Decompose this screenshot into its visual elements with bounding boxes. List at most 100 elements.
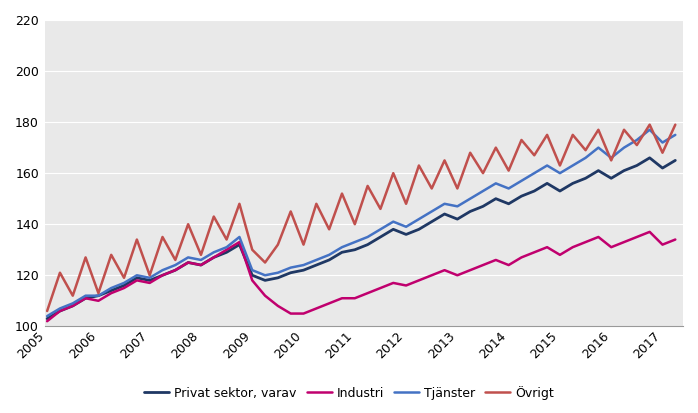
- Övrigt: [530, 153, 538, 158]
- Övrigt: [491, 145, 500, 150]
- Övrigt: [43, 309, 52, 313]
- Privat sektor, varav: [453, 217, 461, 222]
- Privat sektor, varav: [274, 275, 282, 280]
- Tjänster: [261, 273, 269, 278]
- Tjänster: [197, 257, 205, 262]
- Övrigt: [453, 186, 461, 191]
- Privat sektor, varav: [658, 166, 667, 171]
- Privat sektor, varav: [517, 194, 526, 199]
- Privat sektor, varav: [607, 176, 616, 181]
- Övrigt: [235, 201, 244, 206]
- Privat sektor, varav: [646, 155, 654, 160]
- Industri: [530, 250, 538, 255]
- Privat sektor, varav: [261, 278, 269, 283]
- Privat sektor, varav: [479, 204, 487, 209]
- Industri: [569, 245, 577, 250]
- Privat sektor, varav: [466, 209, 475, 214]
- Övrigt: [620, 127, 628, 132]
- Tjänster: [632, 138, 641, 142]
- Tjänster: [581, 155, 590, 160]
- Industri: [133, 278, 141, 283]
- Tjänster: [120, 280, 128, 285]
- Industri: [312, 306, 320, 311]
- Övrigt: [209, 214, 218, 219]
- Tjänster: [428, 209, 436, 214]
- Övrigt: [56, 270, 64, 275]
- Privat sektor, varav: [402, 232, 410, 237]
- Industri: [145, 280, 154, 285]
- Tjänster: [658, 140, 667, 145]
- Övrigt: [389, 171, 397, 176]
- Industri: [82, 296, 90, 301]
- Tjänster: [56, 306, 64, 311]
- Industri: [209, 255, 218, 260]
- Övrigt: [82, 255, 90, 260]
- Tjänster: [556, 171, 564, 176]
- Tjänster: [389, 219, 397, 224]
- Privat sektor, varav: [338, 250, 346, 255]
- Privat sektor, varav: [569, 181, 577, 186]
- Privat sektor, varav: [82, 296, 90, 301]
- Privat sektor, varav: [594, 168, 602, 173]
- Industri: [389, 280, 397, 285]
- Övrigt: [312, 201, 320, 206]
- Industri: [184, 260, 193, 265]
- Privat sektor, varav: [620, 168, 628, 173]
- Övrigt: [376, 206, 385, 211]
- Privat sektor, varav: [632, 163, 641, 168]
- Tjänster: [607, 155, 616, 160]
- Privat sektor, varav: [286, 270, 295, 275]
- Privat sektor, varav: [350, 247, 359, 252]
- Tjänster: [646, 127, 654, 132]
- Övrigt: [171, 257, 179, 262]
- Tjänster: [569, 163, 577, 168]
- Tjänster: [184, 255, 193, 260]
- Industri: [56, 309, 64, 313]
- Privat sektor, varav: [671, 158, 679, 163]
- Privat sektor, varav: [581, 176, 590, 181]
- Övrigt: [274, 242, 282, 247]
- Tjänster: [43, 313, 52, 318]
- Industri: [235, 240, 244, 244]
- Övrigt: [325, 227, 334, 232]
- Industri: [158, 273, 167, 278]
- Industri: [556, 252, 564, 257]
- Tjänster: [338, 245, 346, 250]
- Övrigt: [658, 150, 667, 155]
- Industri: [338, 296, 346, 301]
- Tjänster: [594, 145, 602, 150]
- Tjänster: [325, 252, 334, 257]
- Line: Övrigt: Övrigt: [47, 125, 675, 311]
- Tjänster: [671, 133, 679, 138]
- Industri: [594, 235, 602, 240]
- Privat sektor, varav: [428, 219, 436, 224]
- Övrigt: [68, 293, 77, 298]
- Tjänster: [479, 189, 487, 194]
- Privat sektor, varav: [389, 227, 397, 232]
- Industri: [607, 245, 616, 250]
- Tjänster: [286, 265, 295, 270]
- Tjänster: [543, 163, 551, 168]
- Övrigt: [415, 163, 423, 168]
- Privat sektor, varav: [235, 242, 244, 247]
- Tjänster: [350, 240, 359, 244]
- Legend: Privat sektor, varav, Industri, Tjänster, Övrigt: Privat sektor, varav, Industri, Tjänster…: [139, 381, 559, 405]
- Line: Tjänster: Tjänster: [47, 130, 675, 316]
- Övrigt: [286, 209, 295, 214]
- Privat sektor, varav: [376, 235, 385, 240]
- Industri: [171, 268, 179, 273]
- Industri: [197, 263, 205, 268]
- Övrigt: [632, 142, 641, 147]
- Tjänster: [82, 293, 90, 298]
- Övrigt: [184, 222, 193, 227]
- Privat sektor, varav: [171, 268, 179, 273]
- Privat sektor, varav: [197, 263, 205, 268]
- Tjänster: [235, 235, 244, 240]
- Industri: [364, 291, 372, 296]
- Privat sektor, varav: [68, 304, 77, 309]
- Övrigt: [158, 235, 167, 240]
- Industri: [658, 242, 667, 247]
- Industri: [402, 283, 410, 288]
- Privat sektor, varav: [56, 309, 64, 313]
- Tjänster: [312, 257, 320, 262]
